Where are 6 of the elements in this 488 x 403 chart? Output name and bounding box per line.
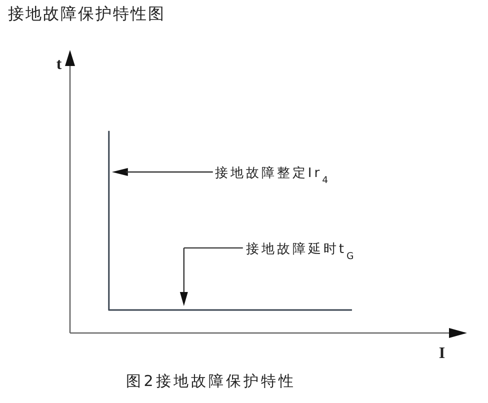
x-axis-title: I (438, 345, 446, 362)
annotation: 接地故障整定Ir$_{4}$ (214, 166, 328, 186)
y-axis-title: t (56, 56, 62, 73)
annotation: 接地故障延时t$_{G}$ (246, 242, 354, 262)
caption: 图2接地故障保护特性 (126, 372, 296, 390)
chart-title: 接地故障保护特性图 (8, 4, 166, 25)
